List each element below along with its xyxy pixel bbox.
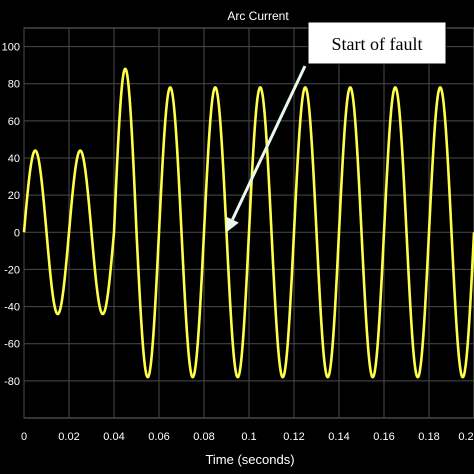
x-tick-label: 0.12	[283, 431, 304, 443]
x-ticks: 0 0.02 0.04 0.06 0.08 0.1 0.12 0.14 0.16 0.18 0.2	[21, 431, 474, 443]
x-axis-label: Time (seconds)	[205, 452, 294, 467]
y-tick-label: -60	[4, 339, 20, 351]
annotation-box	[307, 21, 447, 65]
arc-current-series-line	[22, 67, 474, 379]
chart-title: Arc Current	[227, 9, 289, 23]
y-tick-label: -80	[4, 376, 20, 388]
x-tick-label: 0	[21, 431, 27, 443]
y-tick-label: 60	[8, 116, 20, 128]
x-tick-label: 0.04	[103, 431, 124, 443]
y-tick-label: 80	[8, 79, 20, 91]
x-tick-label: 0.1	[241, 431, 256, 443]
annotation-arrow	[231, 65, 307, 221]
x-tick-label: 0.18	[418, 431, 439, 443]
x-tick-label: 0.02	[58, 431, 79, 443]
y-tick-label: 100	[2, 42, 20, 54]
y-tick-label: 20	[8, 190, 20, 202]
y-tick-label: -40	[4, 302, 20, 314]
x-tick-label: 0.06	[148, 431, 169, 443]
y-tick-label: 0	[14, 227, 20, 239]
x-tick-label: 0.08	[193, 431, 214, 443]
x-tick-label: 0.2	[458, 431, 473, 443]
y-tick-label: -20	[4, 264, 20, 276]
series	[22, 67, 474, 379]
annotation-label: Start of fault	[332, 34, 423, 54]
x-tick-label: 0.16	[373, 431, 394, 443]
annotation-arrowhead	[226, 216, 239, 233]
annotation: Start of fault	[226, 21, 447, 233]
y-tick-label: 40	[8, 153, 20, 165]
x-tick-label: 0.14	[328, 431, 349, 443]
y-ticks: 100 80 60 40 20 0 -20 -40 -60 -80	[2, 42, 20, 388]
